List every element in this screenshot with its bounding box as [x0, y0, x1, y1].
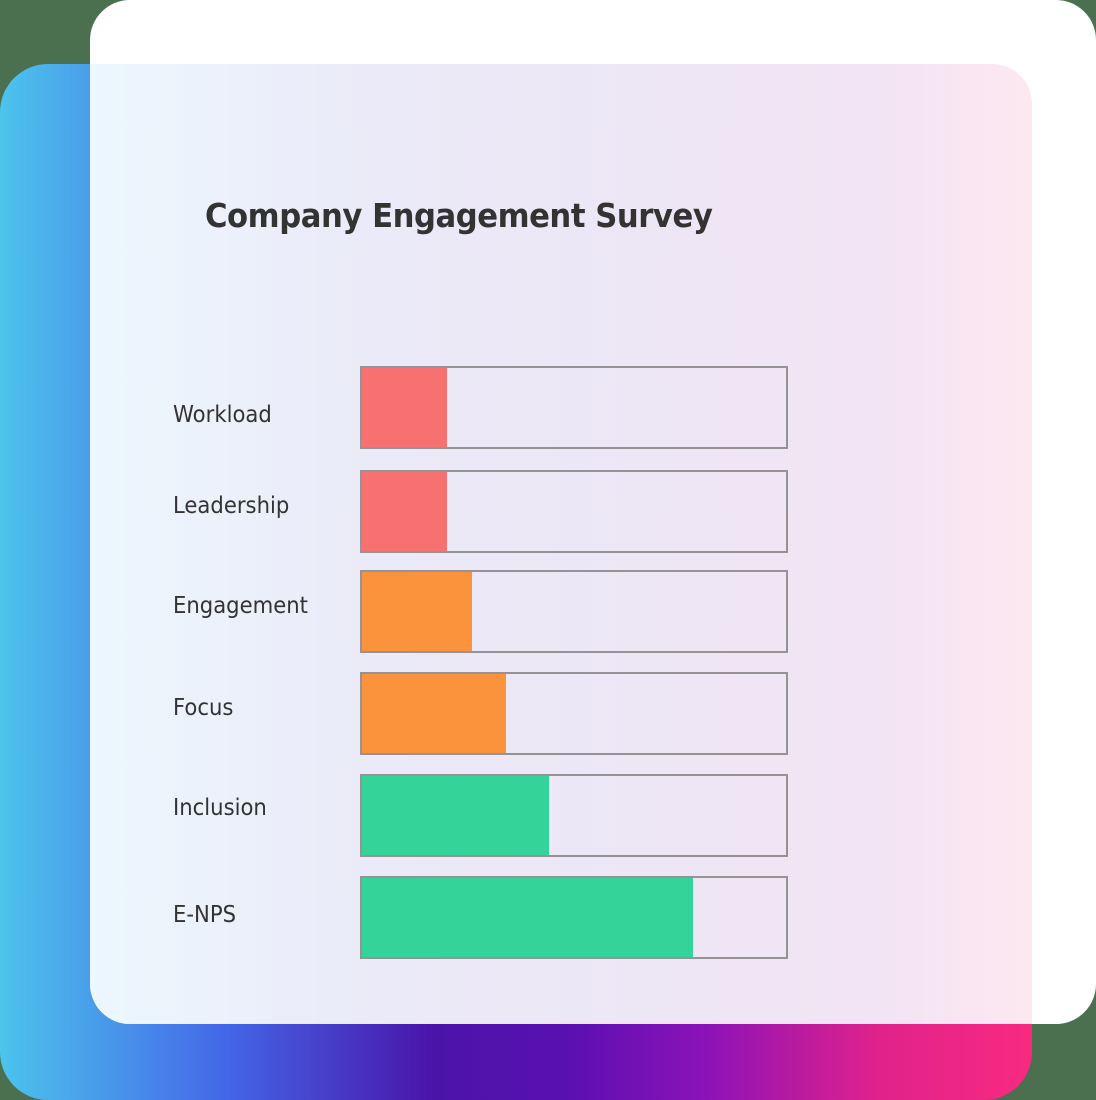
bar-fill-focus	[362, 674, 507, 753]
bar-engagement	[360, 570, 788, 653]
bar-e-nps	[360, 876, 788, 959]
bar-fill-engagement	[362, 572, 473, 651]
bar-fill-workload	[362, 368, 447, 447]
row-label-workload: Workload	[173, 402, 272, 428]
bar-workload	[360, 366, 788, 449]
row-label-e-nps: E-NPS	[173, 902, 237, 928]
bar-inclusion	[360, 774, 788, 857]
bar-leadership	[360, 470, 788, 553]
row-label-leadership: Leadership	[173, 493, 290, 519]
row-label-engagement: Engagement	[173, 593, 308, 619]
row-label-focus: Focus	[173, 695, 234, 721]
bar-fill-leadership	[362, 472, 447, 551]
survey-card	[90, 64, 1032, 1024]
chart-title: Company Engagement Survey	[205, 196, 713, 235]
bar-fill-inclusion	[362, 776, 549, 855]
bar-focus	[360, 672, 788, 755]
row-label-inclusion: Inclusion	[173, 795, 267, 821]
bar-fill-e-nps	[362, 878, 693, 957]
